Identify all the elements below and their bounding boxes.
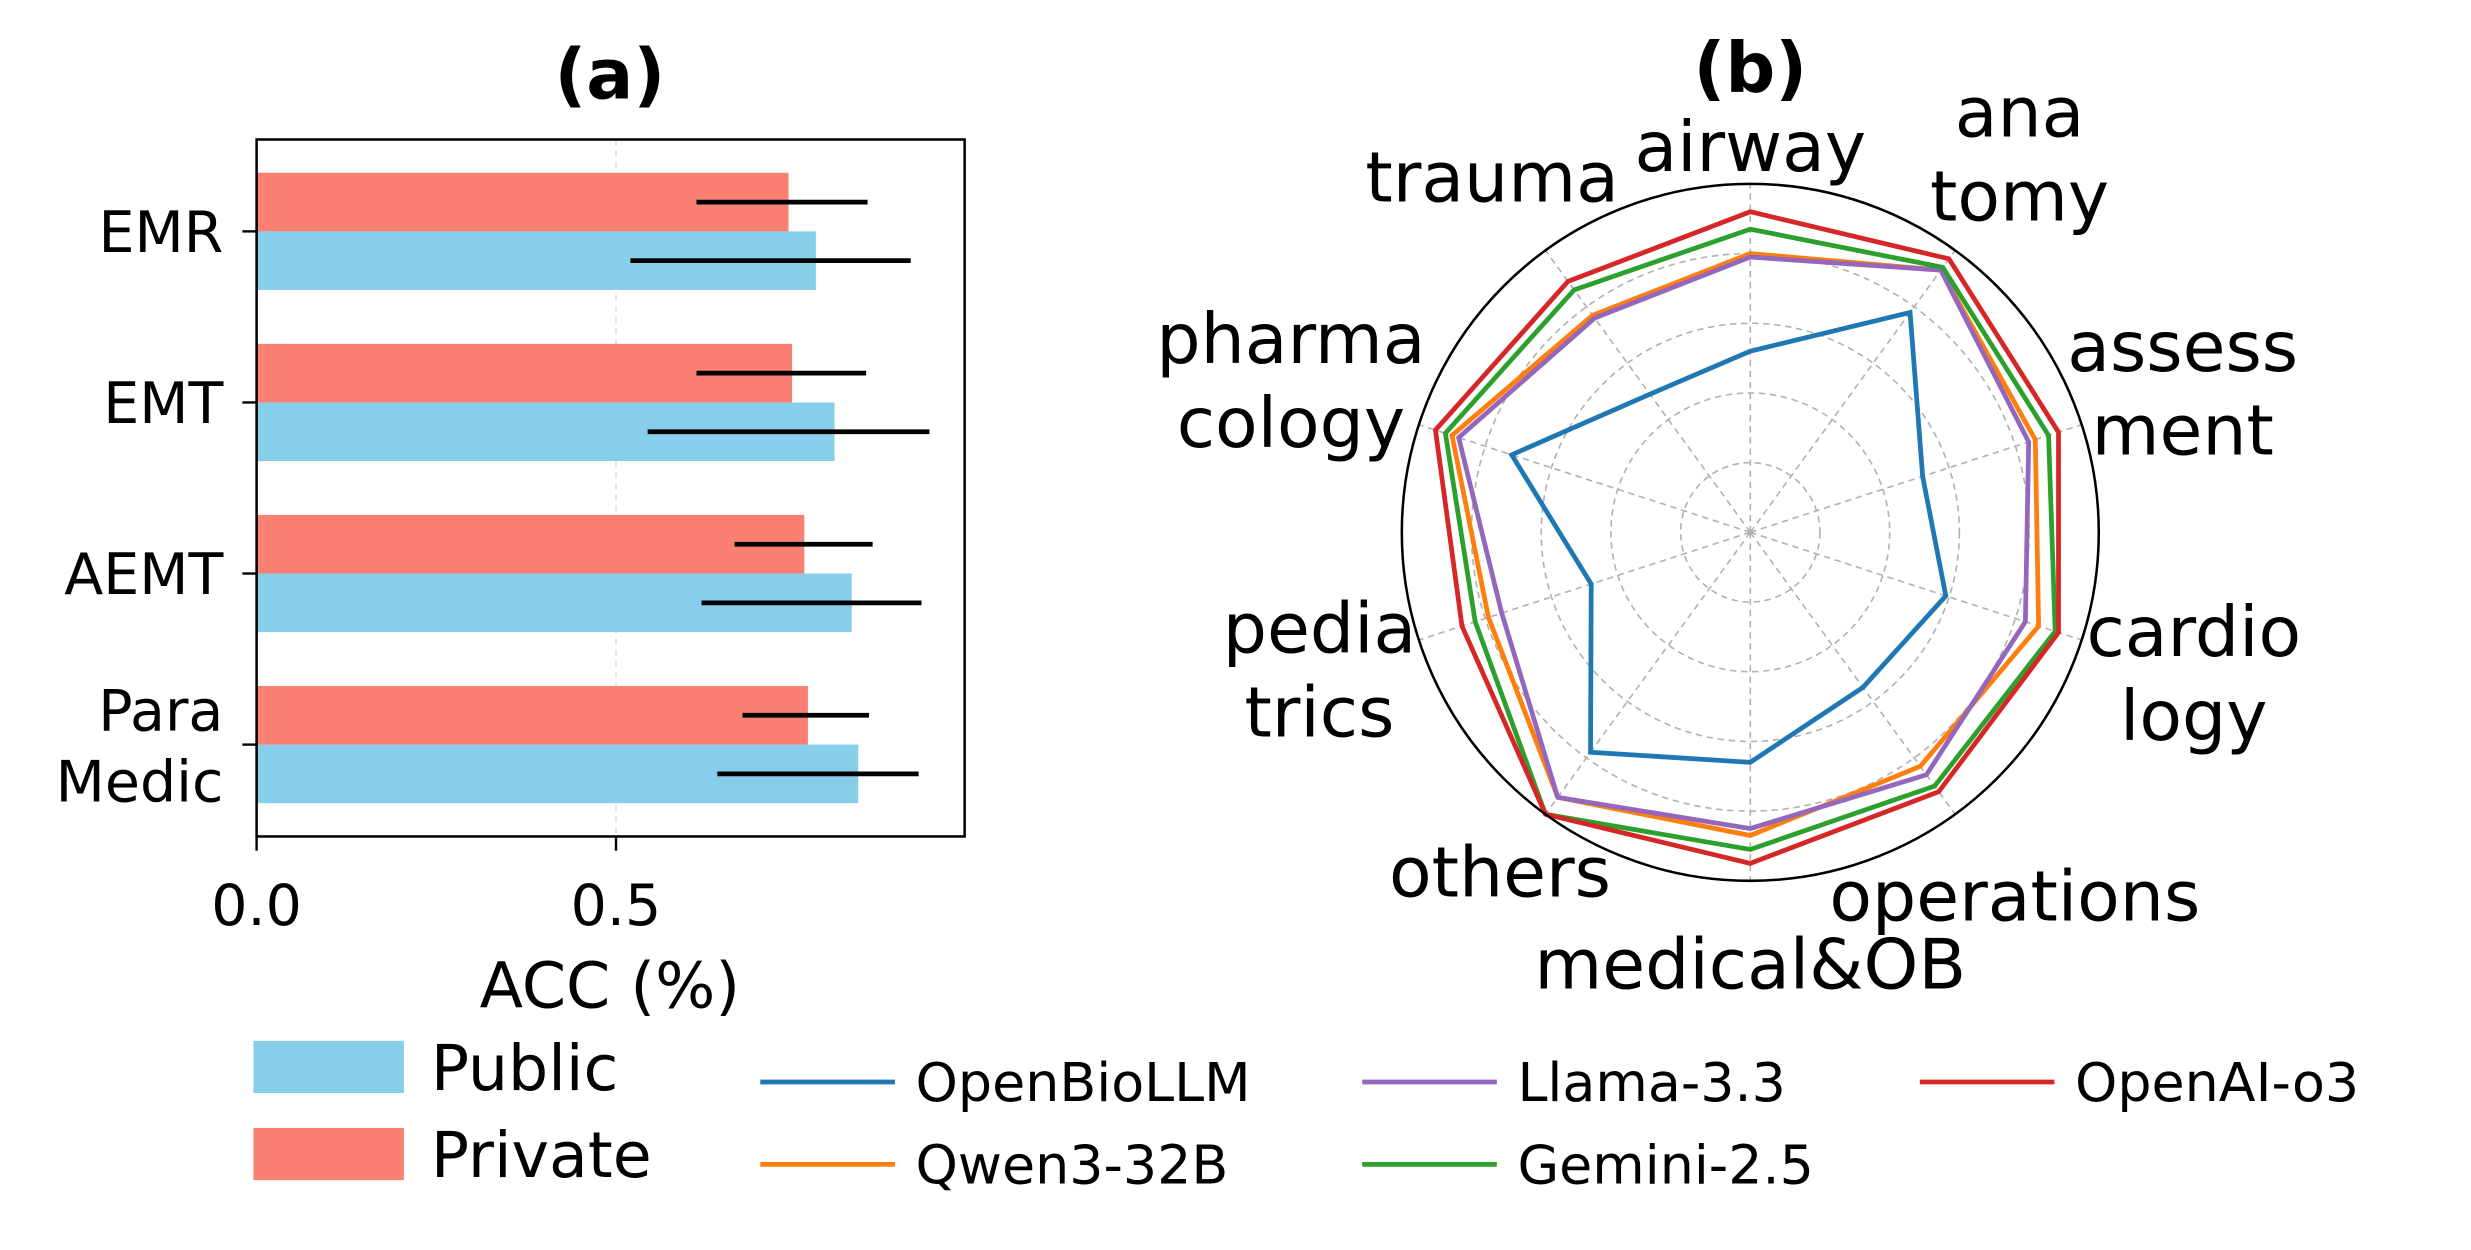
radar-line-gemini-2.5 (1442, 226, 2058, 852)
radar-legend: OpenBioLLM Qwen3-32B Llama-3.3 Gemini-2.5 Op… (760, 1051, 2359, 1196)
radar-outer-circle (1400, 182, 2101, 883)
radar-category-label: cardio (2086, 592, 2301, 673)
y-tick-label: EMT (103, 371, 223, 437)
radar-category-label: medical&OB (1534, 925, 1966, 1006)
legend-label: Llama-3.3 (1517, 1051, 1785, 1114)
angular-gridline (1749, 249, 1956, 533)
radar-category-label: assess (2067, 307, 2298, 388)
legend-label: Qwen3-32B (916, 1133, 1229, 1196)
legend-label: OpenBioLLM (916, 1051, 1251, 1114)
bar-private (256, 685, 808, 745)
radar-category-label: trauma (1365, 137, 1618, 218)
bar-legend: Public Private (253, 1031, 652, 1192)
y-tick-label: AEMT (64, 542, 223, 608)
angular-gridline (1544, 249, 1751, 533)
radar-category-label: others (1389, 833, 1611, 914)
angular-gridline (1544, 531, 1751, 815)
axes-frame (255, 138, 966, 838)
radial-gridline (1679, 461, 1821, 603)
radial-gridline (1540, 322, 1961, 743)
panel-title: (b) (1693, 28, 1807, 109)
angular-gridline (1750, 531, 2082, 641)
radar-category-label: trics (1244, 673, 1394, 754)
radar-line-openbiollm (1508, 309, 1949, 765)
legend-label: OpenAI-o3 (2075, 1051, 2359, 1114)
legend-label: Private (431, 1118, 652, 1192)
y-tick-label: Medic (56, 750, 224, 816)
radar-category-label: airway (1634, 107, 1866, 188)
angular-gridline (1749, 531, 1956, 815)
x-tick-label: 0.0 (211, 873, 302, 939)
radar-category-label: pharma (1156, 299, 1425, 380)
legend-label: Public (431, 1031, 618, 1105)
radar-category-label: ana (1955, 72, 2085, 153)
radar-category-label: ment (2092, 391, 2274, 472)
radar-category-label: logy (2120, 676, 2267, 757)
angular-gridline (1750, 423, 2082, 534)
legend-swatch-private (253, 1127, 404, 1181)
y-tick-label: EMR (98, 200, 223, 266)
radar-line-llama-3.3 (1455, 254, 2032, 831)
y-tick-label: Para (98, 678, 223, 744)
radar-category-label: cology (1177, 383, 1405, 464)
legend-label: Gemini-2.5 (1517, 1133, 1813, 1196)
x-tick-label: 0.5 (571, 873, 662, 939)
panel-title: (a) (554, 34, 665, 115)
angular-gridline (1418, 423, 1751, 534)
radar-line-openai-o3 (1432, 209, 2061, 866)
radar-category-label: pedia (1223, 589, 1416, 670)
bar-private (256, 514, 805, 574)
radar-category-label: operations (1829, 856, 2200, 937)
radar-line-qwen3-32b (1449, 251, 2042, 838)
legend-swatch-public (253, 1040, 404, 1094)
x-axis-label: ACC (%) (480, 949, 740, 1023)
radar-category-label: tomy (1930, 156, 2109, 237)
